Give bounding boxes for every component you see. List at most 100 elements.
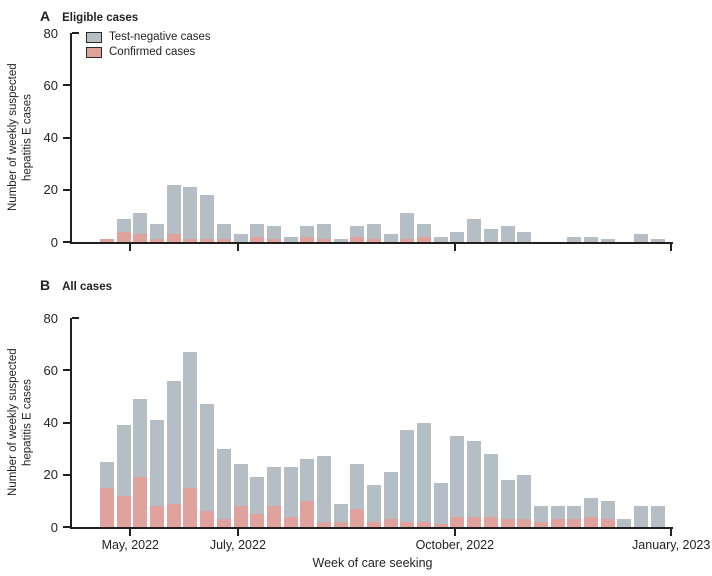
week-bar [333,503,348,527]
test-negative-segment [100,461,114,488]
test-negative-segment [583,236,598,242]
confirmed-segment [216,519,231,527]
confirmed-segment [183,487,198,527]
legend-item: Test-negative cases [86,31,211,43]
week-bar [183,351,198,527]
test-negative-segment [150,223,165,240]
week-bar [517,474,532,527]
week-bar [634,506,648,527]
confirmed-segment [417,521,432,527]
test-negative-segment [600,239,615,242]
week-bar [650,506,665,527]
test-negative-segment [517,474,532,520]
test-negative-segment [600,500,615,520]
test-negative-segment [350,464,365,509]
test-negative-segment [417,422,432,522]
test-negative-segment [116,218,131,232]
test-negative-segment [383,472,398,520]
panel-a-heading: Eligible cases [62,12,139,24]
week-bar [467,218,482,242]
test-negative-segment [433,236,448,242]
week-bar [183,187,198,242]
test-negative-segment [367,485,381,522]
test-negative-segment [250,223,265,237]
confirmed-segment [500,519,515,527]
x-tick [453,242,456,251]
y-tick-label: 20 [43,182,58,198]
bars-container [100,184,665,242]
test-negative-segment [350,226,365,237]
test-negative-segment [550,506,565,520]
x-tick-label: July, 2022 [209,538,266,552]
test-negative-segment [634,234,648,242]
confirmed-segment [483,516,498,527]
confirmed-segment [300,236,315,242]
week-bar [200,194,215,242]
plot-area: May, 2022 July, 2022 October, 2022 January,… [44,312,711,571]
test-negative-segment [250,477,265,514]
confirmed-segment [350,236,365,242]
week-bar [333,239,348,242]
confirmed-segment [383,519,398,527]
legend-item: Confirmed cases [86,46,211,58]
panel-b-letter: B [40,277,51,293]
test-negative-segment [617,519,632,527]
week-bar [300,459,315,527]
week-bar [533,506,548,527]
confirmed-segment [467,516,482,527]
week-bar [350,464,365,527]
confirmed-segment [583,516,598,527]
week-bar [433,482,448,527]
confirmed-segment [200,239,215,242]
test-negative-segment [467,440,482,517]
confirmed-segment [450,516,465,527]
test-negative-segment [450,231,465,242]
test-negative-segment [183,187,198,240]
test-negative-segment [650,239,665,242]
confirmed-segment [116,495,131,527]
week-bar [316,223,331,242]
y-tick [63,473,70,476]
test-negative-segment [216,223,231,240]
x-tick [236,527,239,536]
confirmed-segment [100,239,114,242]
test-negative-segment [266,466,281,507]
x-tick [670,527,673,536]
y-tick-label: 40 [43,415,58,430]
test-negative-segment [333,503,348,522]
x-tick [129,527,132,536]
week-bar [350,226,365,242]
y-tick [72,32,79,34]
test-negative-segment [283,466,298,517]
confirmed-segment [266,239,281,242]
week-bar [600,500,615,527]
test-negative-segment [133,213,148,235]
week-bar [433,236,448,242]
week-bar [450,435,465,527]
panel-b-title: B All cases [40,277,112,295]
week-bar [567,236,582,242]
x-tick-label: October, 2022 [415,538,495,552]
test-negative-segment [233,464,248,507]
week-bar [133,213,148,242]
confirmed-segment [367,239,381,242]
test-negative-segment [316,223,331,240]
confirmed-segment [150,506,165,527]
week-bar [216,448,231,527]
confirmed-segment [100,487,114,527]
y-tick-label: 0 [50,234,58,250]
confirmed-segment [150,239,165,242]
legend: Test-negative cases Confirmed cases [86,31,211,61]
y-tick [63,84,70,87]
test-negative-segment [433,482,448,525]
panel-b-heading: All cases [62,281,112,293]
confirmed-segment [417,236,432,242]
bars-container [100,351,665,527]
x-tick [453,527,456,536]
test-negative-segment [183,351,198,488]
confirmed-segment [316,521,331,527]
week-bar [483,453,498,527]
x-axis-title: Week of care seeking [312,556,433,570]
confirmed-segment [316,239,331,242]
